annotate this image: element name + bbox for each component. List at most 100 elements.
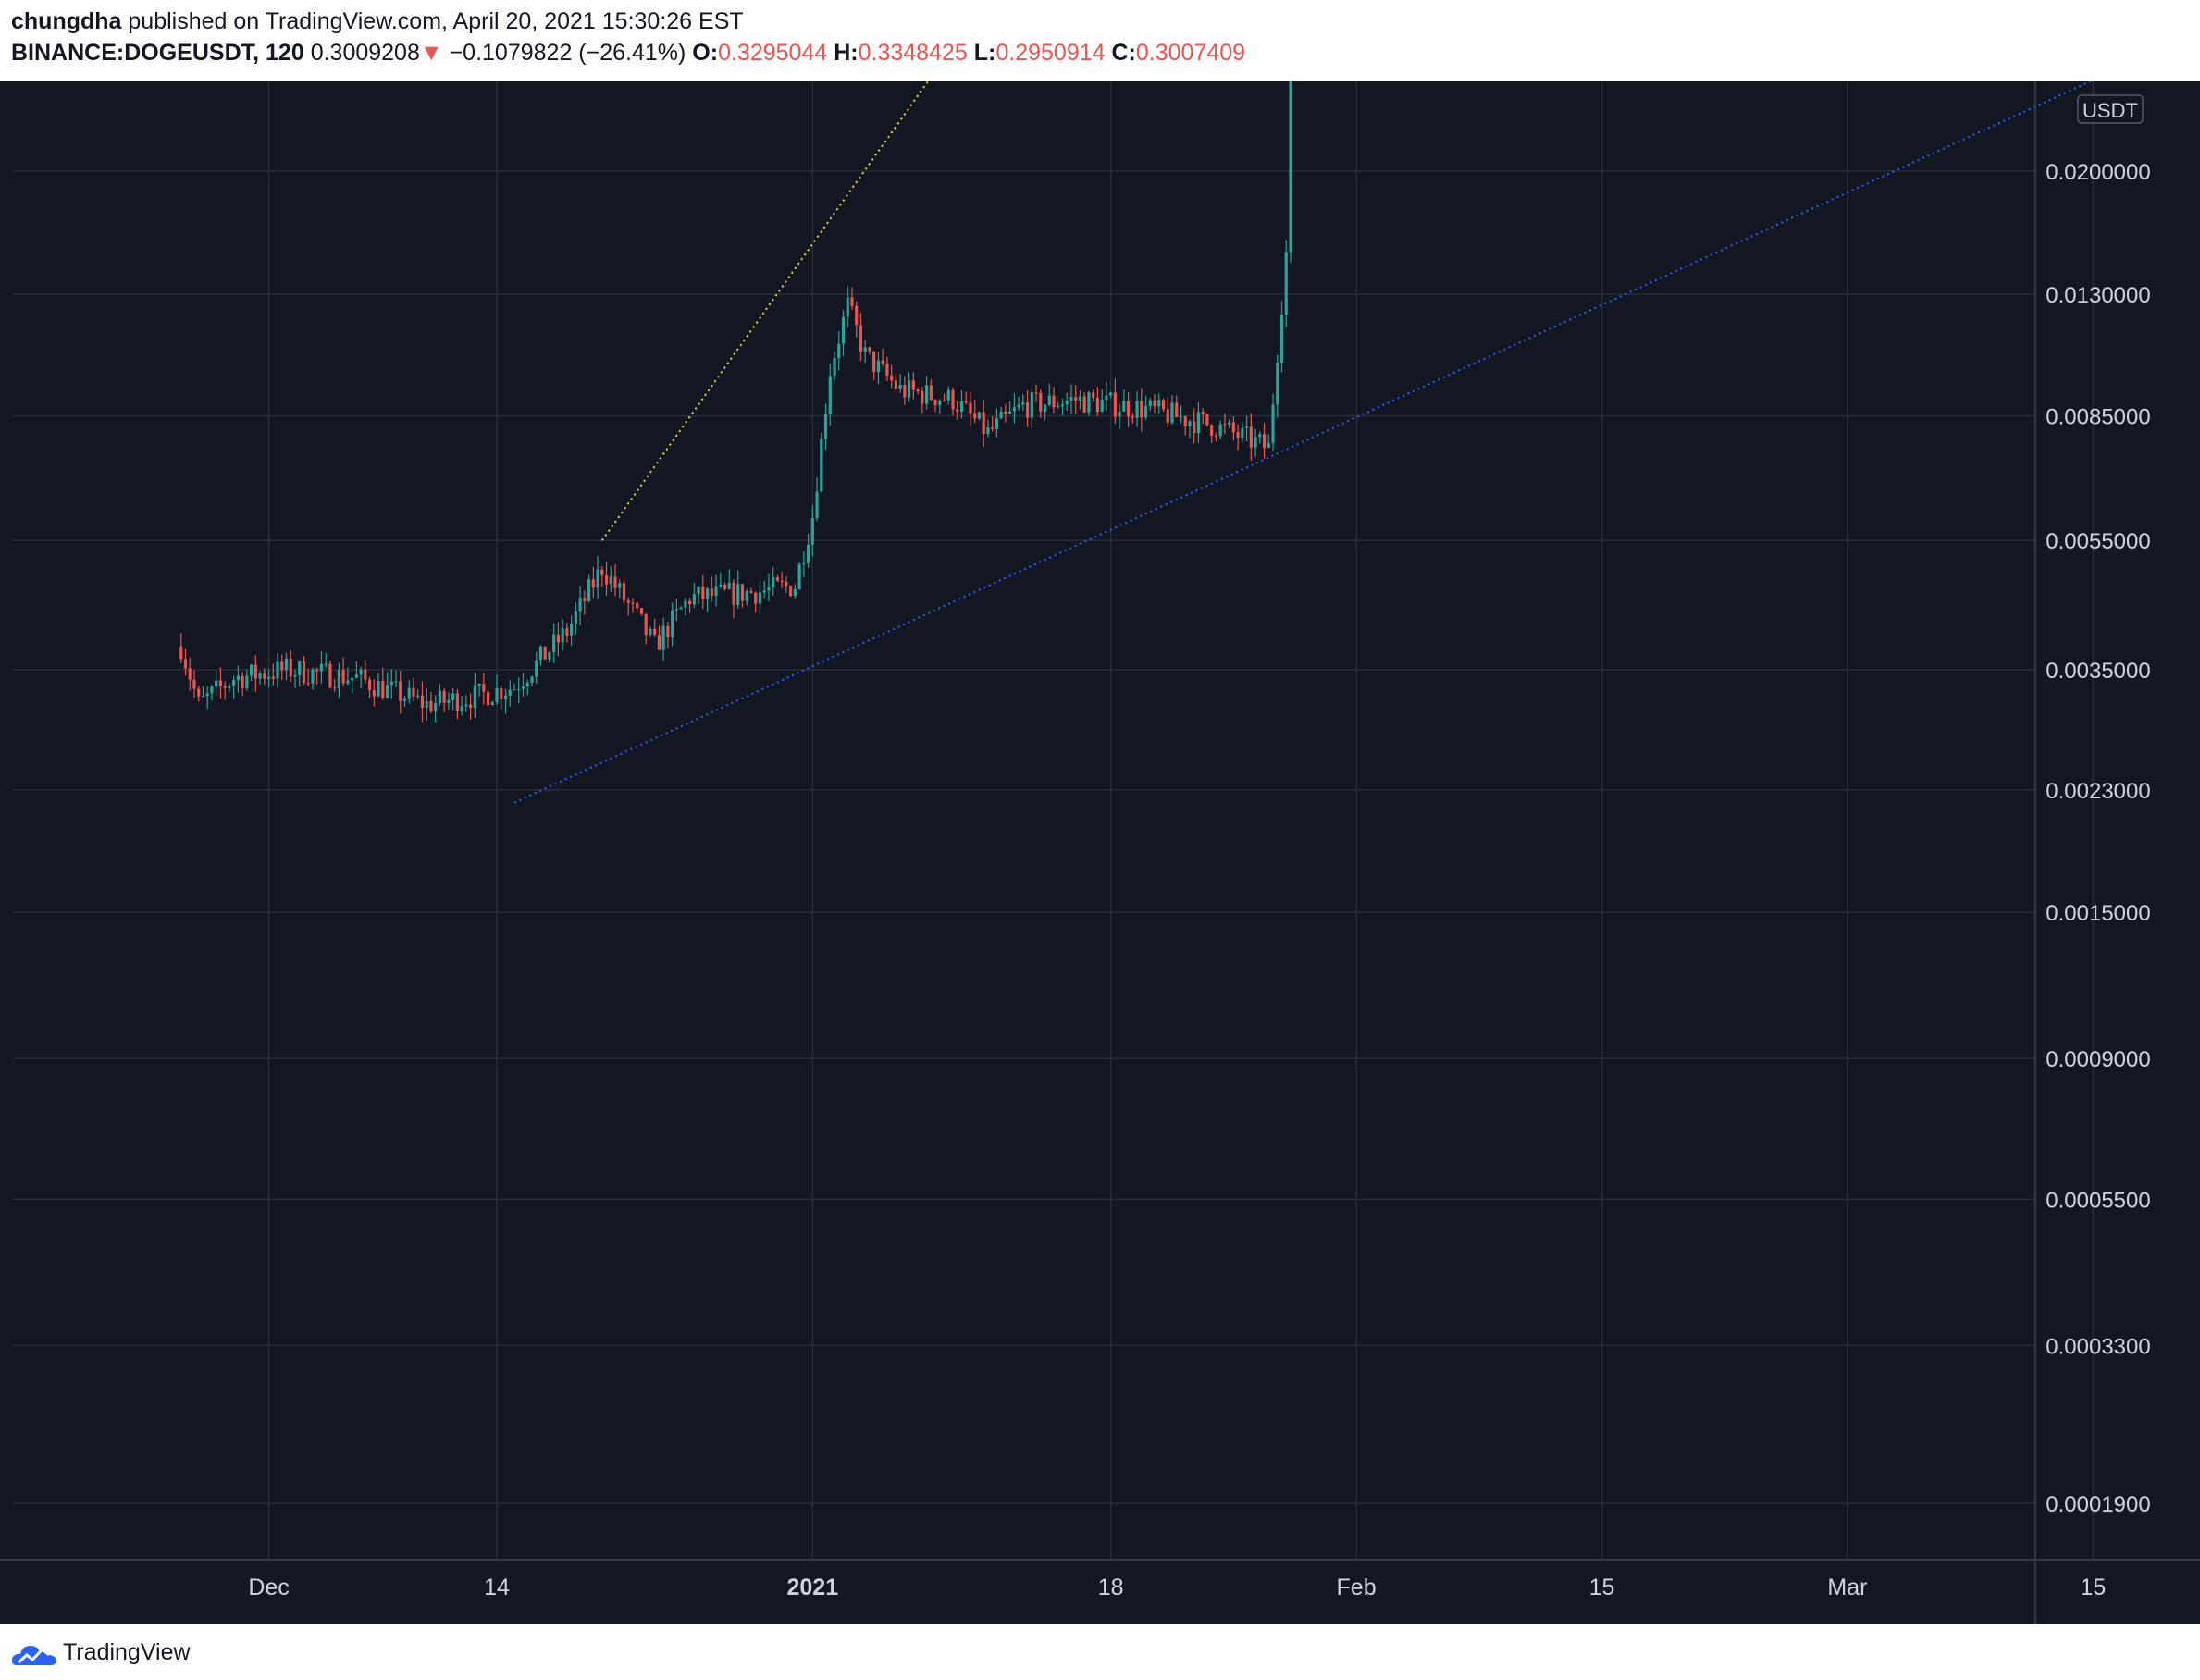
candle bbox=[1148, 398, 1152, 412]
candle bbox=[552, 623, 556, 663]
candle bbox=[434, 695, 438, 723]
candle bbox=[473, 672, 476, 718]
candle bbox=[828, 364, 832, 426]
candle bbox=[1153, 394, 1156, 414]
candle bbox=[486, 689, 490, 707]
candle bbox=[1170, 395, 1174, 425]
candle bbox=[460, 696, 463, 716]
lower-trendline[interactable] bbox=[513, 81, 2200, 804]
candle bbox=[447, 692, 451, 710]
candle bbox=[377, 673, 380, 698]
candle bbox=[253, 655, 257, 692]
brand-name[interactable]: TradingView bbox=[63, 1639, 191, 1665]
candle bbox=[521, 673, 525, 697]
candle bbox=[1074, 385, 1078, 415]
down-arrow-icon: ▼ bbox=[419, 40, 443, 66]
candle bbox=[793, 584, 797, 599]
candle bbox=[302, 655, 306, 686]
candle bbox=[298, 660, 302, 687]
candle bbox=[416, 689, 420, 699]
candle bbox=[381, 667, 385, 700]
candle bbox=[389, 669, 393, 699]
candle bbox=[810, 504, 814, 557]
grid bbox=[13, 81, 2095, 1560]
y-tick-label: 0.0005500 bbox=[2046, 1188, 2150, 1213]
candle bbox=[684, 598, 687, 616]
candle bbox=[959, 389, 964, 419]
y-tick-label: 0.0130000 bbox=[2046, 283, 2150, 308]
candle bbox=[969, 391, 972, 426]
candle bbox=[1214, 432, 1217, 441]
candle bbox=[973, 399, 977, 423]
candle bbox=[508, 680, 512, 707]
tradingview-logo-icon[interactable] bbox=[11, 1637, 57, 1667]
candle bbox=[333, 678, 337, 692]
price-change: −0.1079822 (−26.41%) bbox=[449, 40, 686, 66]
candle bbox=[192, 670, 196, 698]
candle bbox=[1030, 388, 1033, 429]
candle bbox=[653, 618, 657, 637]
candle bbox=[846, 285, 849, 328]
candle bbox=[986, 419, 990, 438]
published-text: published on TradingView.com, April 20, … bbox=[128, 8, 744, 34]
candle bbox=[442, 688, 446, 713]
candle bbox=[688, 598, 692, 613]
candle bbox=[1113, 378, 1117, 425]
candle bbox=[1082, 391, 1086, 414]
candle bbox=[1105, 382, 1108, 412]
candle bbox=[1166, 397, 1169, 428]
candle bbox=[815, 477, 819, 522]
candle bbox=[740, 583, 745, 608]
candle bbox=[1057, 401, 1060, 409]
candle bbox=[1284, 240, 1288, 328]
candle bbox=[351, 677, 354, 694]
candle bbox=[477, 683, 481, 697]
candle bbox=[692, 582, 696, 608]
currency-text: USDT bbox=[2083, 99, 2138, 122]
candle bbox=[1118, 403, 1121, 429]
y-tick-label: 0.0015000 bbox=[2046, 901, 2150, 926]
candle bbox=[517, 677, 521, 704]
y-tick-label: 0.0023000 bbox=[2046, 779, 2150, 804]
candle bbox=[1241, 422, 1244, 443]
candle bbox=[710, 576, 713, 602]
candle bbox=[1249, 413, 1253, 461]
x-tick-label: 18 bbox=[1098, 1575, 1124, 1600]
author-name[interactable]: chungdha bbox=[11, 8, 122, 34]
candle bbox=[859, 313, 863, 362]
price-chart[interactable]: 6.00000004.00000002.60000001.70000001.10… bbox=[0, 81, 2200, 1624]
candle bbox=[666, 621, 670, 649]
candle bbox=[1092, 389, 1095, 402]
candle bbox=[179, 633, 183, 663]
candle bbox=[661, 617, 665, 661]
candle bbox=[1267, 434, 1270, 448]
candle bbox=[324, 652, 328, 669]
candle bbox=[1196, 401, 1201, 443]
candle bbox=[1262, 423, 1267, 459]
candle bbox=[850, 287, 854, 311]
candle bbox=[1065, 392, 1069, 411]
currency-label[interactable]: USDT bbox=[2077, 94, 2144, 124]
open-value: 0.3295044 bbox=[718, 40, 828, 66]
y-tick-label: 0.0035000 bbox=[2046, 659, 2150, 684]
candle bbox=[916, 388, 920, 395]
candle bbox=[535, 651, 538, 684]
candle bbox=[293, 669, 297, 688]
y-tick-label: 0.0085000 bbox=[2046, 405, 2150, 430]
candle bbox=[942, 393, 946, 402]
candle bbox=[183, 649, 188, 676]
candle bbox=[780, 571, 784, 588]
trendlines[interactable] bbox=[13, 81, 2200, 804]
candle bbox=[1004, 403, 1007, 423]
x-tick-label: 2021 bbox=[787, 1575, 839, 1600]
plot-area[interactable] bbox=[13, 81, 2035, 1560]
candle bbox=[1012, 393, 1016, 424]
close-value: 0.3007409 bbox=[1135, 40, 1246, 66]
y-axis[interactable]: 6.00000004.00000002.60000001.70000001.10… bbox=[2034, 81, 2167, 1624]
candle bbox=[385, 672, 389, 699]
candle bbox=[402, 695, 407, 708]
candle bbox=[425, 688, 428, 722]
x-axis[interactable]: Dec14202118Feb15Mar15Apr13May bbox=[0, 1559, 2200, 1600]
candle bbox=[1140, 388, 1143, 432]
candle bbox=[639, 608, 644, 616]
